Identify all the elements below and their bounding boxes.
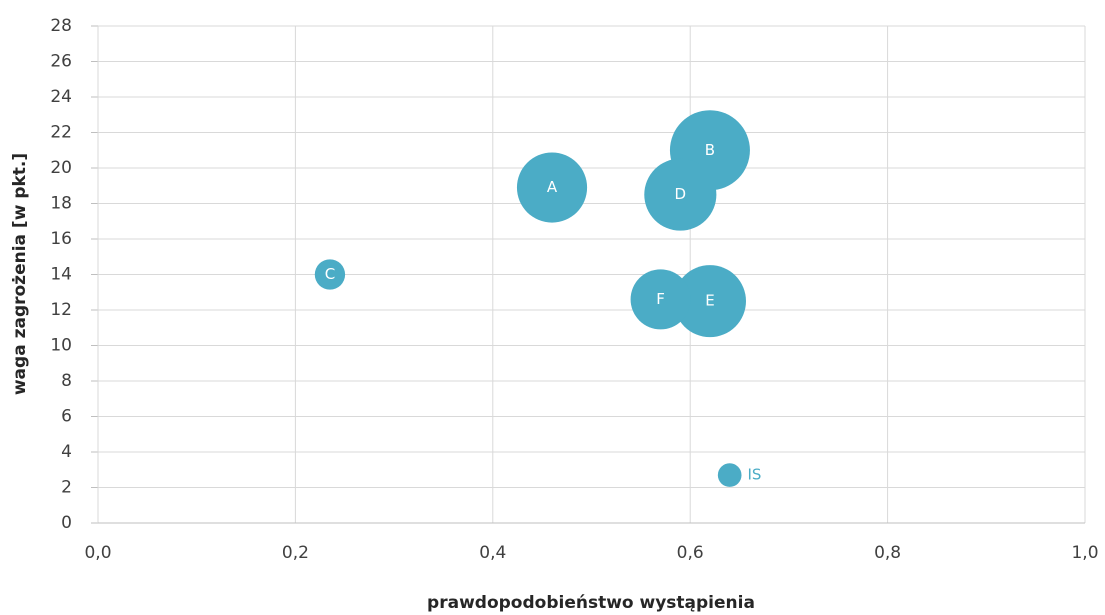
x-tick-label: 0,8 (874, 543, 901, 563)
data-label: IS (748, 466, 762, 484)
x-tick-label: 0,0 (84, 543, 111, 563)
y-tick-label: 22 (50, 123, 72, 143)
data-label: E (705, 292, 714, 310)
bubble (644, 158, 717, 231)
bubble (673, 265, 746, 338)
data-label: F (656, 290, 665, 308)
x-axis-title: prawdopodobieństwo wystąpienia (427, 593, 755, 613)
y-tick-label: 6 (61, 407, 72, 427)
y-tick-label: 10 (50, 336, 72, 356)
y-tick-label: 2 (61, 478, 72, 498)
data-label: A (547, 178, 558, 196)
y-tick-label: 0 (61, 513, 72, 533)
x-tick-label: 0,2 (282, 543, 309, 563)
data-label: B (705, 141, 715, 159)
bubble (516, 152, 588, 223)
y-tick-label: 26 (50, 52, 72, 72)
y-tick-label: 12 (50, 300, 72, 320)
y-tick-label: 28 (50, 16, 72, 36)
x-tick-label: 0,6 (677, 543, 704, 563)
x-tick-label: 1,0 (1071, 543, 1098, 563)
y-tick-label: 8 (61, 371, 72, 391)
data-label: D (675, 185, 687, 203)
bubble (717, 463, 742, 487)
y-tick-label: 14 (50, 265, 72, 285)
y-tick-label: 18 (50, 194, 72, 214)
bubble (314, 259, 346, 290)
y-tick-label: 20 (50, 158, 72, 178)
y-tick-label: 4 (61, 442, 72, 462)
bubble (630, 269, 691, 330)
data-label: C (325, 265, 335, 283)
x-tick-label: 0,4 (479, 543, 506, 563)
y-tick-label: 24 (50, 87, 72, 107)
y-tick-label: 16 (50, 229, 72, 249)
y-axis-title: waga zagrożenia [w pkt.] (10, 153, 30, 395)
